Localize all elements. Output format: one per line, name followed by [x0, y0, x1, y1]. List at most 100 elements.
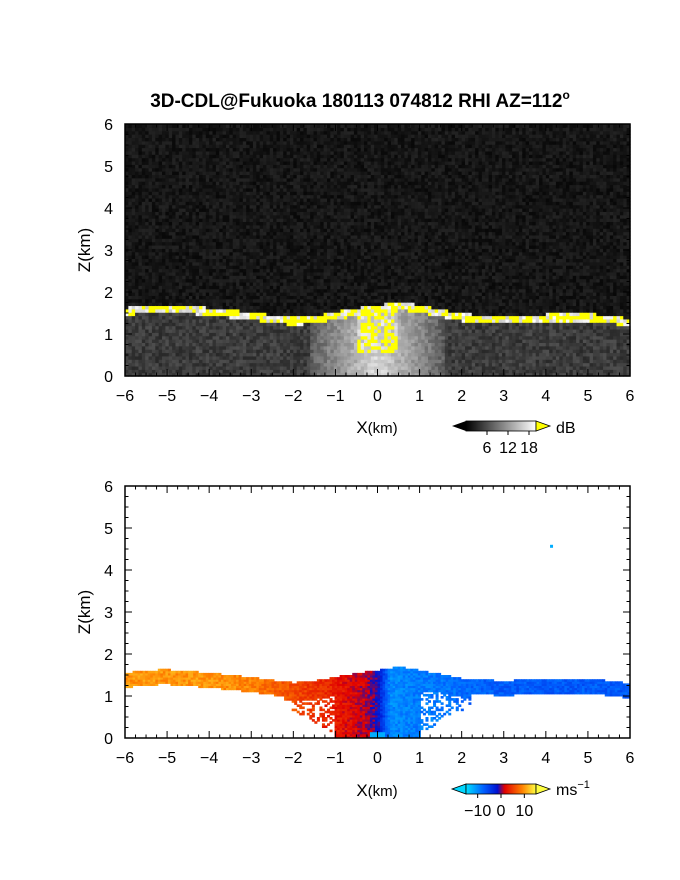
backscatter-cell: [138, 160, 143, 165]
backscatter-cell: [185, 221, 190, 226]
backscatter-cell: [168, 355, 173, 360]
backscatter-cell: [162, 174, 166, 179]
backscatter-cell: [229, 328, 234, 333]
backscatter-cell: [279, 214, 284, 219]
backscatter-cell: [289, 201, 294, 206]
backscatter-cell: [219, 328, 224, 333]
backscatter-cell: [195, 325, 200, 330]
backscatter-cell: [249, 157, 254, 162]
backscatter-cell: [300, 281, 305, 286]
backscatter-cell: [269, 298, 274, 303]
backscatter-cell: [182, 244, 187, 249]
backscatter-cell: [151, 187, 156, 192]
backscatter-cell: [263, 171, 267, 175]
backscatter-cell: [222, 238, 227, 243]
backscatter-cell: [232, 365, 237, 370]
backscatter-cell: [205, 134, 210, 139]
backscatter-cell: [303, 248, 308, 253]
backscatter-cell: [273, 265, 278, 270]
backscatter-cell: [195, 228, 200, 233]
backscatter-cell: [246, 325, 251, 330]
backscatter-cell: [138, 187, 143, 192]
backscatter-cell: [165, 312, 170, 317]
backscatter-cell: [236, 298, 241, 303]
backscatter-cell: [131, 214, 136, 219]
backscatter-cell: [131, 268, 136, 273]
backscatter-cell: [310, 278, 315, 283]
backscatter-cell: [246, 295, 251, 300]
backscatter-cell: [151, 285, 156, 290]
backscatter-cell: [195, 248, 200, 253]
backscatter-cell: [172, 335, 177, 340]
backscatter-cell: [273, 325, 278, 330]
backscatter-cell: [172, 214, 177, 219]
backscatter-cell: [195, 130, 200, 135]
backscatter-cell: [269, 130, 274, 135]
backscatter-cell: [222, 241, 227, 246]
backscatter-cell: [259, 369, 264, 374]
backscatter-cell: [239, 228, 244, 233]
backscatter-cell: [178, 298, 183, 303]
backscatter-cell: [283, 345, 288, 350]
backscatter-cell: [168, 124, 173, 128]
backscatter-cell: [313, 352, 318, 357]
backscatter-cell: [236, 214, 241, 219]
backscatter-cell: [279, 231, 284, 236]
backscatter-cell: [289, 231, 294, 236]
backscatter-cell: [296, 342, 301, 347]
backscatter-cell: [165, 218, 170, 223]
backscatter-cell: [131, 359, 136, 364]
backscatter-cell: [205, 187, 210, 192]
backscatter-cell: [273, 295, 278, 300]
backscatter-cell: [279, 355, 284, 360]
backscatter-cell: [310, 315, 315, 320]
backscatter-cell: [229, 130, 234, 135]
backscatter-cell: [303, 174, 308, 179]
backscatter-cell: [286, 278, 291, 283]
backscatter-cell: [192, 339, 197, 343]
backscatter-cell: [289, 208, 294, 212]
backscatter-cell: [242, 194, 247, 199]
backscatter-cell: [263, 154, 267, 159]
backscatter-cell: [279, 218, 284, 223]
backscatter-cell: [283, 177, 288, 182]
backscatter-cell: [296, 204, 301, 209]
backscatter-cell: [279, 194, 284, 199]
backscatter-cell: [151, 137, 156, 142]
backscatter-cell: [162, 261, 166, 266]
backscatter-cell: [205, 271, 210, 276]
backscatter-cell: [172, 224, 177, 229]
backscatter-cell: [242, 134, 247, 139]
backscatter-cell: [252, 187, 257, 192]
backscatter-cell: [192, 349, 197, 354]
backscatter-cell: [151, 359, 156, 364]
backscatter-cell: [296, 369, 301, 374]
backscatter-cell: [229, 144, 234, 149]
backscatter-cell: [178, 315, 183, 320]
backscatter-cell: [242, 147, 247, 152]
backscatter-cell: [212, 278, 217, 283]
backscatter-cell: [266, 275, 271, 280]
backscatter-cell: [185, 362, 190, 367]
backscatter-cell: [138, 211, 143, 216]
backscatter-cell: [202, 144, 207, 149]
backscatter-cell: [276, 292, 281, 296]
backscatter-cell: [131, 134, 136, 139]
backscatter-cell: [310, 144, 315, 149]
backscatter-cell: [269, 295, 274, 300]
backscatter-cell: [276, 238, 281, 243]
backscatter-cell: [209, 140, 214, 145]
backscatter-cell: [145, 174, 150, 179]
backscatter-cell: [259, 322, 264, 327]
backscatter-cell: [286, 255, 291, 259]
backscatter-cell: [172, 208, 177, 212]
backscatter-cell: [199, 208, 204, 212]
backscatter-cell: [192, 224, 197, 229]
backscatter-cell: [165, 191, 170, 196]
backscatter-cell: [135, 197, 140, 202]
backscatter-cell: [269, 238, 274, 243]
backscatter-cell: [306, 318, 311, 323]
backscatter-cell: [259, 134, 264, 139]
backscatter-cell: [209, 238, 214, 243]
